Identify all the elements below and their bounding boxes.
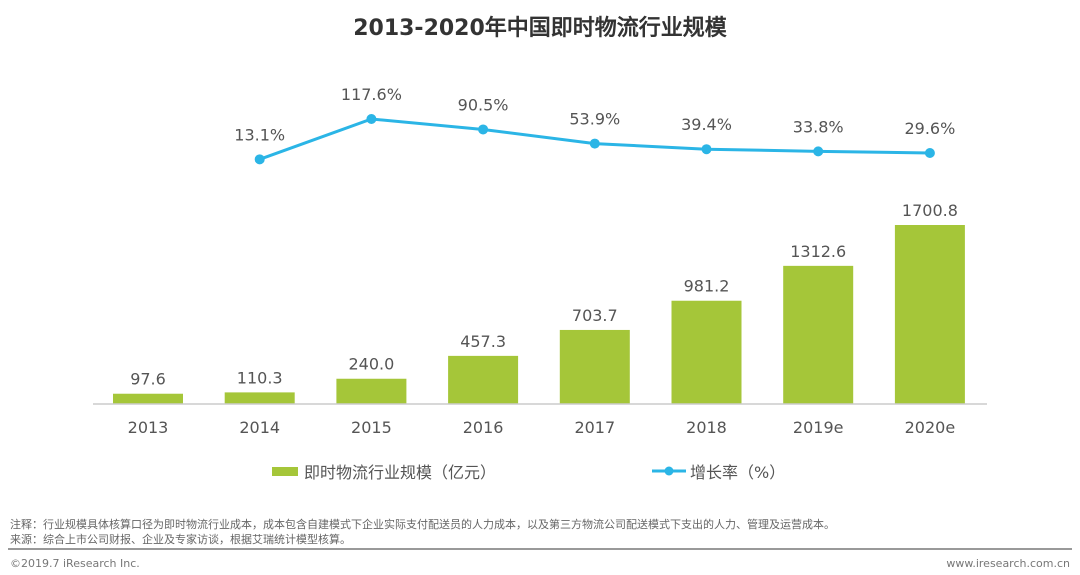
chart: 97.6 2013 110.3 2014 240.0 2015 457.3 2016 703.7… [93,85,987,437]
bar-value-label: 240.0 [348,355,394,374]
x-tick-label: 2017 [574,418,615,437]
growth-value-label: 53.9% [569,110,620,129]
growth-point [701,144,712,155]
x-tick-label: 2016 [463,418,504,437]
footer-divider [8,548,1072,550]
bar-value-label: 97.6 [130,370,166,389]
growth-value-label: 90.5% [458,95,509,114]
bar-value-label: 1700.8 [902,201,958,220]
bar [448,355,519,404]
x-tick-label: 2019e [793,418,844,437]
bar [224,392,295,404]
bar [894,225,965,404]
bar-value-label: 110.3 [237,368,283,387]
copyright: ©2019.7 iResearch Inc. [10,557,140,570]
bar [336,378,407,404]
bar-value-label: 703.7 [572,306,618,325]
growth-value-label: 33.8% [793,117,844,136]
legend-line-marker-icon [652,466,686,476]
growth-point [478,124,489,135]
source-text: 来源：综合上市公司财报、企业及专家访谈，根据艾瑞统计模型核算。 [10,533,351,546]
note-text: 注释：行业规模具体核算口径为即时物流行业成本，成本包含自建模式下企业实际支付配送… [10,518,835,531]
bar [671,300,742,404]
bar [783,265,854,404]
x-tick-label: 2014 [239,418,280,437]
footer-url[interactable]: www.iresearch.com.cn [946,557,1070,570]
growth-value-label: 117.6% [341,85,402,104]
growth-point [813,146,824,157]
bar-value-label: 1312.6 [790,242,846,261]
legend-line-label: 增长率（%） [690,463,786,482]
bar-value-label: 457.3 [460,332,506,351]
legend-bar-label: 即时物流行业规模（亿元） [304,463,497,482]
growth-point [924,147,935,158]
bar [113,393,183,404]
x-tick-label: 2020e [905,418,956,437]
legend-line: 增长率（%） [652,459,785,483]
growth-value-label: 29.6% [904,119,955,138]
legend-bar: 即时物流行业规模（亿元） [272,459,496,483]
bar [559,329,630,404]
growth-point [366,114,377,125]
legend-bar-swatch [272,466,298,476]
growth-point [254,154,265,165]
growth-value-label: 39.4% [681,115,732,134]
x-tick-label: 2015 [351,418,392,437]
x-tick-label: 2013 [128,418,169,437]
chart-title: 2013-2020年中国即时物流行业规模 [353,16,727,41]
growth-value-label: 13.1% [234,125,285,144]
bar-value-label: 981.2 [684,277,730,296]
x-tick-label: 2018 [686,418,727,437]
growth-point [589,138,600,149]
